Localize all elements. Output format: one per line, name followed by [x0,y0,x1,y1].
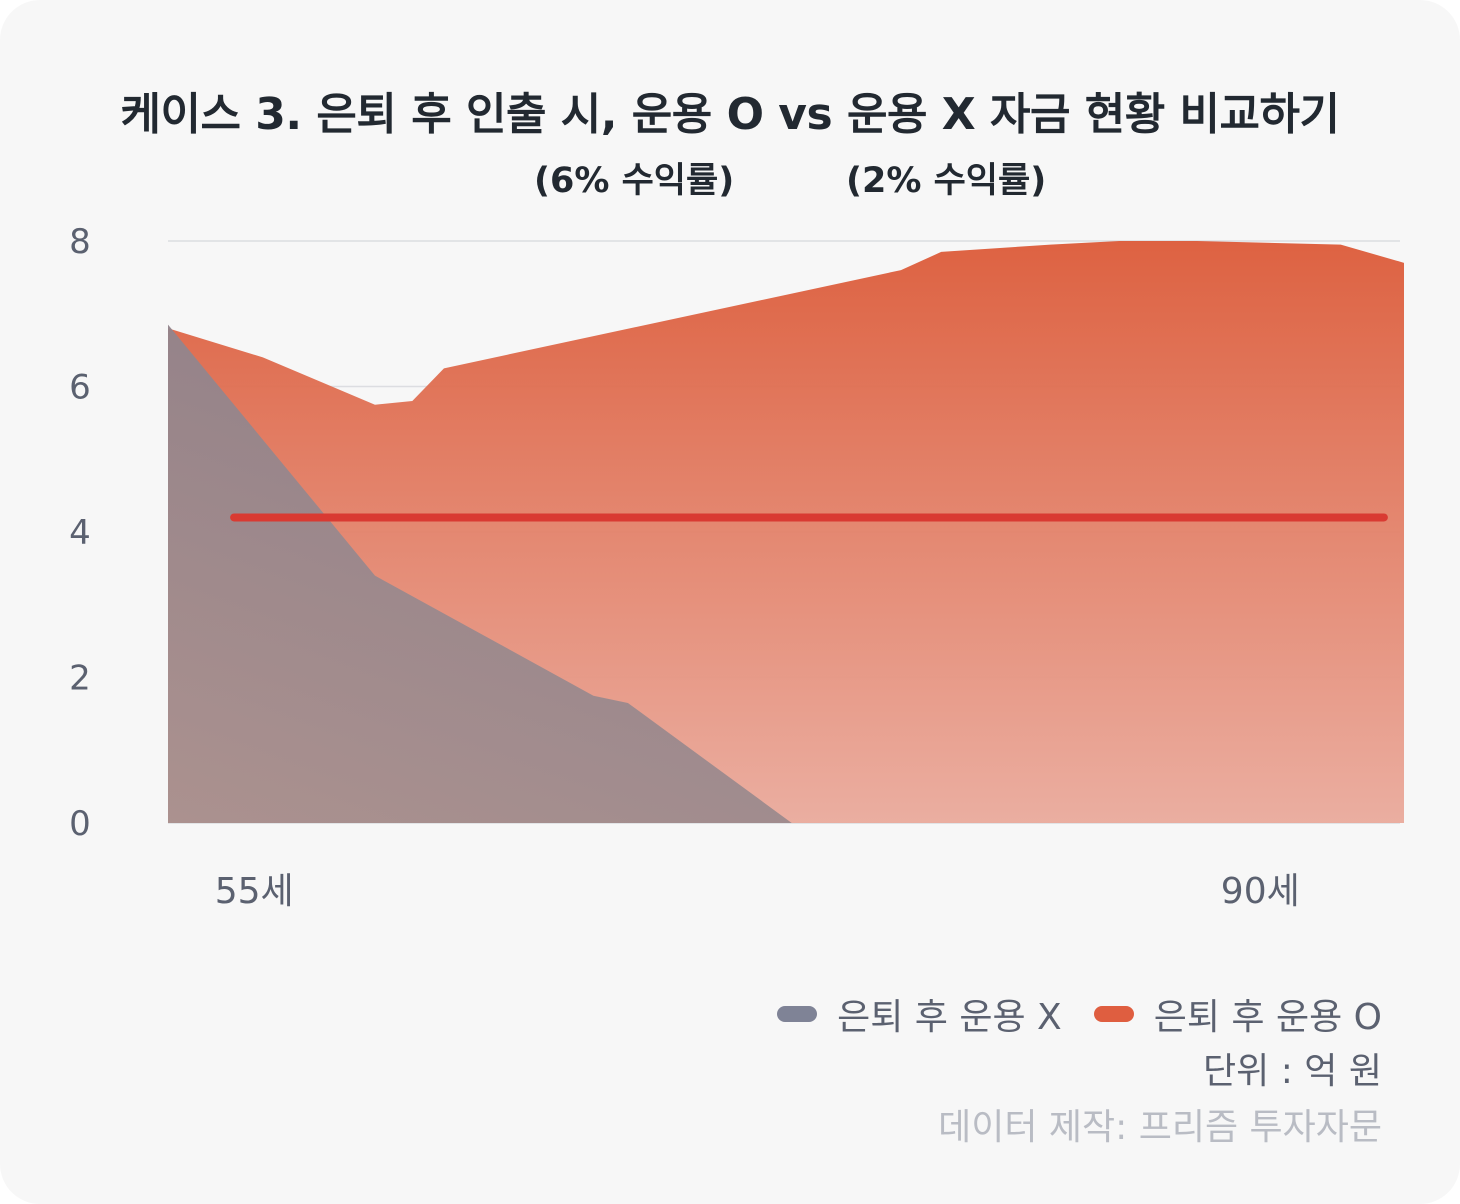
y-tick-label: 8 [69,222,91,262]
subtitle-left: (6% 수익률) [534,161,735,201]
data-credit: 데이터 제작: 프리즘 투자자문 [938,1107,1382,1148]
legend-swatch-x [777,1006,818,1022]
y-tick-label: 4 [69,513,91,553]
legend-label-o: 은퇴 후 운용 O [1153,997,1382,1038]
y-tick-label: 6 [69,368,91,408]
legend-item-o: 은퇴 후 운용 O [1093,988,1382,1040]
legend-swatch-o [1093,1006,1134,1022]
legend-item-x: 은퇴 후 운용 X [777,988,1062,1040]
unit-label: 단위 : 억 원 [1203,1051,1382,1092]
legend-label-x: 은퇴 후 운용 X [837,997,1062,1038]
subtitle-right: (2% 수익률) [846,161,1047,201]
area-chart: 0 2 4 6 8 55세 90세 [69,222,1404,912]
area-series-retire-invest-x [168,324,1404,823]
y-tick-label: 0 [69,804,91,844]
legend: 은퇴 후 운용 X 은퇴 후 운용 O [745,988,1382,1040]
x-tick-label: 55세 [215,871,294,912]
x-tick-label: 90세 [1221,871,1300,912]
chart-title: 케이스 3. 은퇴 후 인출 시, 운용 O vs 운용 X 자금 현황 비교하… [120,89,1340,140]
y-tick-label: 2 [69,659,91,699]
